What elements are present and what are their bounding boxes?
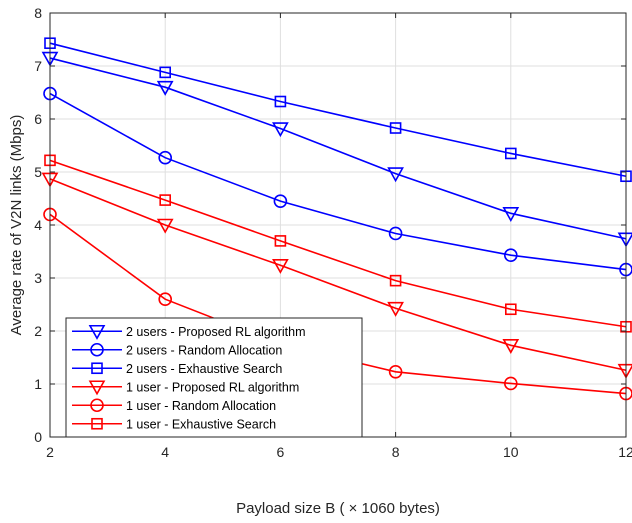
data-point (158, 292, 172, 307)
series-4 (41, 172, 632, 379)
legend-label: 2 users - Proposed RL algorithm (126, 325, 305, 339)
data-point (387, 167, 404, 183)
data-point (504, 147, 517, 160)
legend-marker (90, 342, 104, 357)
data-point (502, 207, 520, 222)
y-tick-label: 4 (34, 217, 42, 233)
y-axis-label: Average rate of V2N links (Mbps) (8, 115, 25, 336)
legend-marker (90, 398, 104, 413)
data-point (389, 274, 402, 287)
data-point (274, 235, 287, 247)
legend-label: 1 user - Random Allocation (126, 399, 276, 413)
x-tick-label: 4 (161, 444, 169, 460)
series-1 (41, 51, 632, 248)
legend-item: 1 user - Exhaustive Search (72, 417, 276, 431)
data-point (156, 218, 174, 234)
data-point (502, 339, 520, 354)
legend-marker (88, 324, 106, 340)
data-point (389, 122, 402, 134)
legend-item: 1 user - Proposed RL algorithm (72, 380, 299, 396)
series-line (49, 178, 627, 372)
series-3 (44, 37, 632, 183)
y-tick-label: 0 (34, 429, 42, 445)
series-line (49, 159, 627, 328)
data-point (159, 194, 171, 206)
y-tick-label: 1 (34, 376, 42, 392)
legend-label: 1 user - Exhaustive Search (126, 417, 276, 431)
data-point (503, 376, 518, 391)
series-line (49, 42, 627, 178)
data-point (388, 365, 403, 379)
y-tick-label: 8 (34, 5, 42, 21)
data-point (274, 95, 287, 108)
data-point (504, 303, 517, 316)
data-point (272, 122, 289, 138)
legend-item: 1 user - Random Allocation (72, 398, 276, 413)
x-tick-label: 2 (46, 444, 54, 460)
x-tick-label: 12 (618, 444, 632, 460)
legend-marker (91, 417, 103, 430)
x-tick-label: 8 (392, 444, 400, 460)
data-point (159, 66, 171, 79)
data-point (156, 80, 174, 96)
legend-item: 2 users - Random Allocation (72, 342, 282, 357)
data-point (273, 194, 288, 208)
series-line (49, 92, 627, 271)
data-point (388, 226, 403, 241)
legend: 2 users - Proposed RL algorithm 2 users -… (65, 317, 363, 438)
data-point (158, 150, 172, 165)
legend-item: 2 users - Exhaustive Search (72, 362, 282, 376)
legend-label: 2 users - Exhaustive Search (126, 362, 282, 376)
data-point (387, 301, 404, 317)
x-tick-label: 10 (503, 444, 519, 460)
legend-label: 2 users - Random Allocation (126, 343, 282, 357)
y-tick-label: 5 (34, 164, 42, 180)
legend-marker (91, 362, 103, 375)
legend-marker (88, 380, 106, 396)
x-tick-label: 6 (277, 444, 285, 460)
data-point (503, 248, 518, 263)
data-point (272, 258, 289, 274)
legend-label: 1 user - Proposed RL algorithm (126, 380, 299, 394)
legend-box (65, 317, 363, 438)
y-tick-label: 2 (34, 323, 42, 339)
y-tick-label: 6 (34, 111, 42, 127)
legend-item: 2 users - Proposed RL algorithm (72, 324, 305, 340)
y-tick-label: 3 (34, 270, 42, 286)
y-tick-label: 7 (34, 58, 42, 74)
x-axis-label: Payload size B ( × 1060 bytes) (236, 500, 440, 517)
series-line (49, 57, 627, 240)
